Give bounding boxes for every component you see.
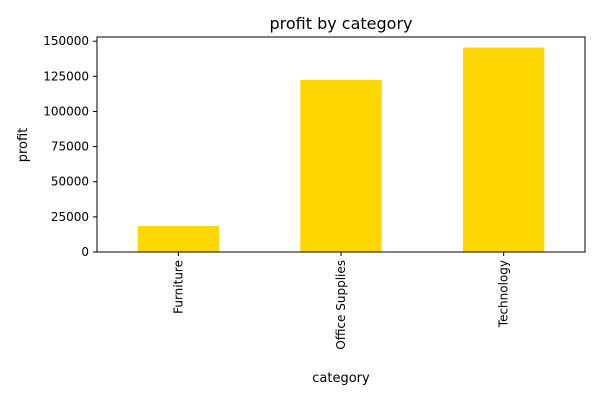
x-axis-label: category <box>312 371 370 386</box>
x-axis: Furniture Office Supplies Technology <box>171 252 511 350</box>
bar-group <box>137 47 545 253</box>
bar-office-supplies <box>300 79 382 252</box>
y-axis: 0 25000 50000 75000 100000 125000 150000 <box>43 34 97 259</box>
y-tick-label: 75000 <box>51 140 89 154</box>
x-tick-label: Furniture <box>171 260 185 314</box>
y-tick-label: 25000 <box>51 210 89 224</box>
y-tick-label: 125000 <box>43 69 89 83</box>
y-tick-label: 150000 <box>43 34 89 48</box>
bar-furniture <box>137 226 219 252</box>
bar-technology <box>463 47 545 253</box>
y-tick-label: 50000 <box>51 175 89 189</box>
y-tick-label: 0 <box>81 245 89 259</box>
y-axis-label: profit <box>16 128 31 163</box>
x-tick-label: Office Supplies <box>334 260 348 350</box>
chart-title: profit by category <box>269 14 412 33</box>
plot-frame <box>96 36 586 253</box>
y-tick-label: 100000 <box>43 104 89 118</box>
x-tick-label: Technology <box>497 260 511 328</box>
